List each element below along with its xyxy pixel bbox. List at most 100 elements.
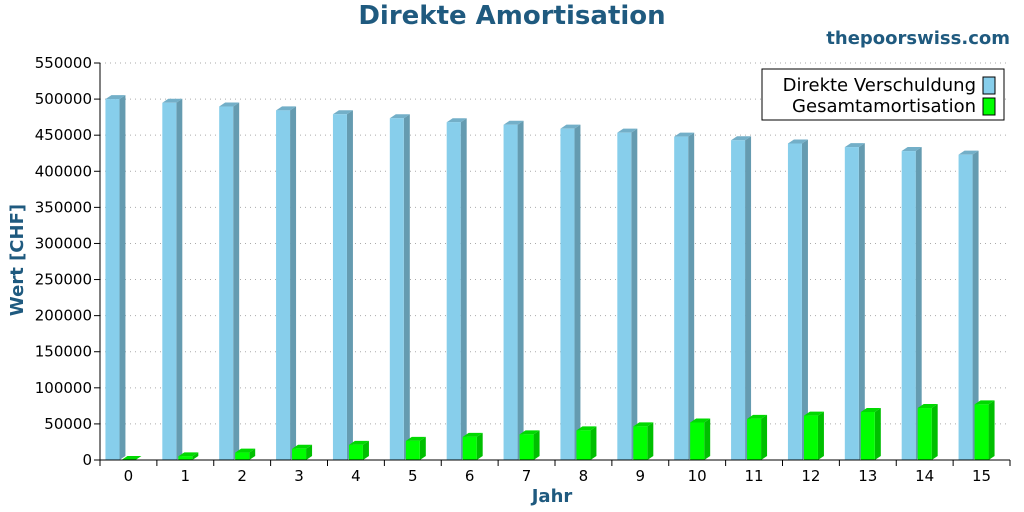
x-tick-label: 8: [579, 467, 589, 485]
bar-side: [119, 95, 126, 460]
y-tick-label: 350000: [35, 198, 92, 216]
x-tick-label: 6: [465, 467, 475, 485]
bar-side: [647, 422, 654, 460]
bar-side: [704, 418, 711, 460]
bar-front: [747, 418, 762, 460]
bar-group: [105, 95, 995, 461]
x-tick-label: 14: [915, 467, 934, 485]
bar-top: [462, 432, 483, 437]
bar-top: [844, 143, 865, 148]
bar-side: [590, 426, 597, 460]
bar-front: [462, 436, 477, 460]
bar-top: [162, 98, 183, 103]
bar-top: [747, 414, 768, 419]
bar-top: [974, 400, 995, 405]
y-axis-label: Wert [CHF]: [7, 204, 28, 316]
x-tick-labels: 0 1 2 3 4 5 6 7 8 9 10 11 12 13 14 15: [124, 467, 991, 485]
bar-top: [389, 114, 410, 119]
bar: [860, 407, 881, 460]
bar: [787, 139, 808, 460]
bar-front: [292, 448, 307, 460]
bar-top: [121, 456, 142, 460]
bar: [121, 456, 142, 460]
bar-top: [178, 452, 199, 457]
x-tick-label: 9: [636, 467, 646, 485]
bar-front: [617, 132, 632, 460]
bar-top: [674, 132, 695, 137]
bar-top: [519, 430, 540, 435]
x-tick-label: 10: [688, 467, 707, 485]
bar-side: [460, 118, 467, 461]
bar: [917, 404, 938, 460]
bar-front: [348, 444, 363, 460]
bar-front: [901, 151, 916, 460]
x-tick-label: 2: [237, 467, 247, 485]
bar: [503, 120, 524, 460]
bar-front: [690, 422, 705, 460]
bar: [348, 440, 369, 460]
bar: [446, 118, 467, 461]
legend-box: [761, 68, 1005, 121]
bar-top: [503, 120, 524, 125]
bar: [235, 448, 256, 460]
bar-front: [860, 411, 875, 460]
bar: [901, 147, 922, 460]
y-tick-label: 50000: [44, 415, 92, 433]
bar-front: [576, 430, 591, 460]
y-tick-label: 450000: [35, 126, 92, 144]
bar-front: [162, 102, 177, 460]
legend-label: Direkte Verschuldung: [783, 75, 976, 96]
bar: [747, 414, 768, 460]
bar-side: [192, 452, 199, 460]
bar-front: [803, 415, 818, 460]
bar-top: [219, 102, 240, 107]
bar-top: [958, 150, 979, 155]
bar-side: [290, 106, 297, 461]
bar-top: [803, 411, 824, 416]
bar-front: [178, 456, 193, 460]
x-tick-label: 5: [408, 467, 418, 485]
bar-side: [801, 139, 808, 460]
bar-front: [503, 124, 518, 460]
x-tick-label: 7: [522, 467, 532, 485]
bar-top: [690, 418, 711, 423]
y-tick-label: 200000: [35, 307, 92, 325]
legend-label: Gesamtamortisation: [792, 96, 976, 117]
bar-top: [405, 436, 426, 441]
bar: [674, 132, 695, 460]
bar-side: [306, 444, 313, 460]
x-tick-label: 0: [124, 467, 134, 485]
grid-lines: [100, 62, 1010, 425]
bar: [803, 411, 824, 460]
y-tick-label: 500000: [35, 90, 92, 108]
y-tick-labels: 0 50000 100000 150000 200000 250000 300000 3500…: [35, 54, 92, 469]
y-tick-label: 300000: [35, 234, 92, 252]
bar-front: [844, 147, 859, 461]
bar: [958, 150, 979, 461]
watermark-text: thepoorswiss.com: [826, 28, 1010, 49]
bar: [560, 124, 581, 460]
y-tick-label: 150000: [35, 343, 92, 361]
bar-top: [901, 147, 922, 152]
bar-top: [235, 448, 256, 453]
chart-title: Direkte Amortisation: [358, 1, 666, 31]
bar-top: [617, 128, 638, 133]
bar-front: [917, 408, 932, 460]
x-tick-label: 15: [972, 467, 991, 485]
bar-front: [389, 118, 404, 461]
x-axis-label: Jahr: [530, 486, 573, 507]
bar-front: [105, 99, 120, 460]
bar-top: [917, 404, 938, 409]
bar: [389, 114, 410, 461]
bar-side: [874, 407, 881, 460]
bar-side: [688, 132, 695, 460]
x-tick-label: 4: [351, 467, 361, 485]
bar-side: [419, 436, 426, 460]
bar-side: [915, 147, 922, 460]
bar-side: [176, 98, 183, 460]
bar-front: [519, 434, 534, 460]
bar-side: [346, 110, 353, 461]
bar: [292, 444, 313, 460]
